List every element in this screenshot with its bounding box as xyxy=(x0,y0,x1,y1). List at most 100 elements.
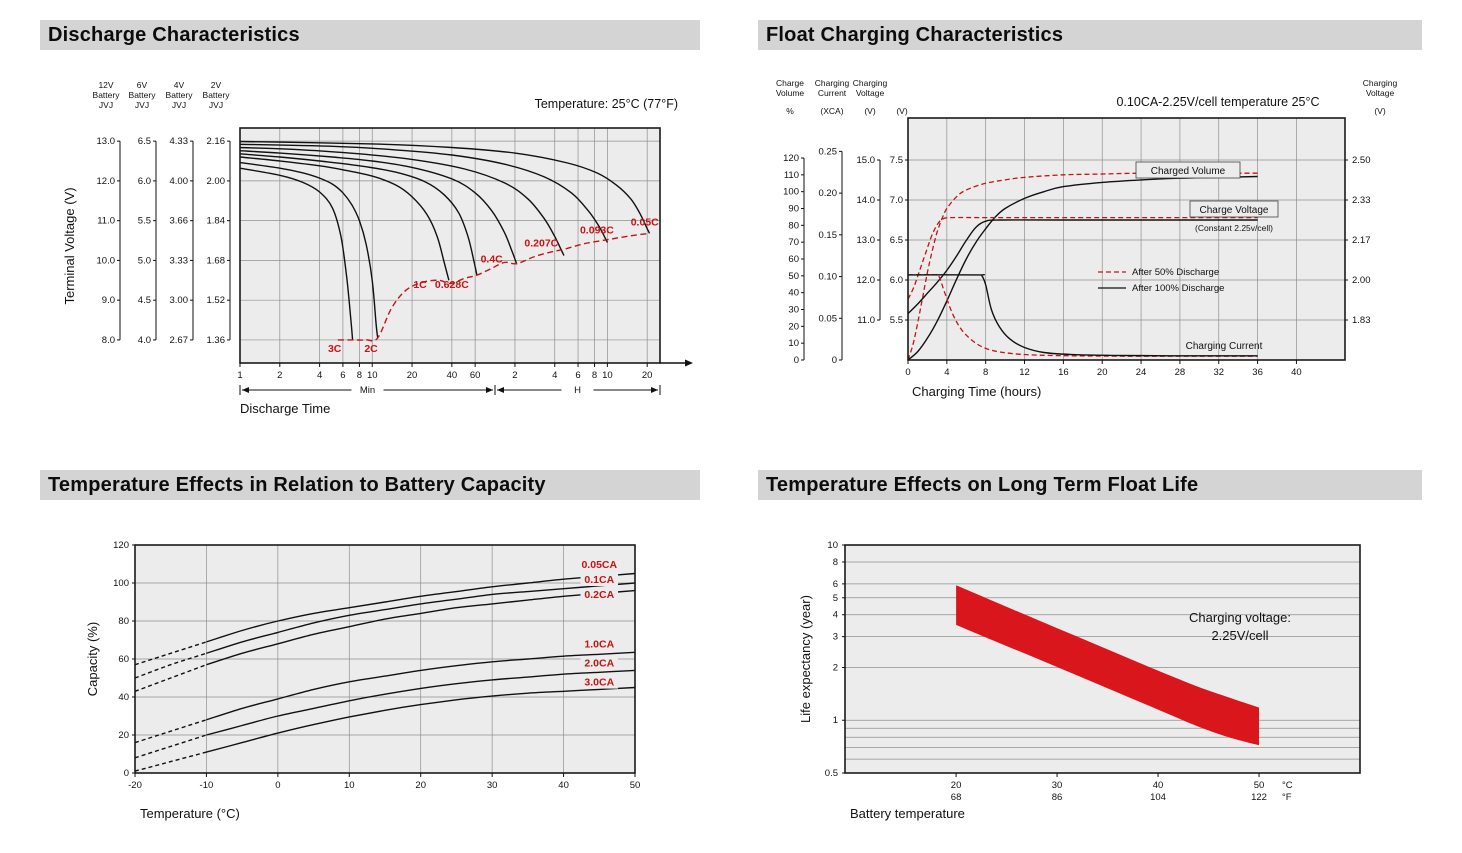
svg-text:0: 0 xyxy=(905,367,910,378)
charging-curves xyxy=(907,172,1258,361)
svg-text:2.17: 2.17 xyxy=(1352,235,1371,246)
discharge-curves xyxy=(239,140,651,340)
svg-text:Battery: Battery xyxy=(129,90,157,100)
grid xyxy=(845,561,1360,760)
svg-text:40: 40 xyxy=(447,370,458,381)
svg-text:7.5: 7.5 xyxy=(890,155,903,166)
curve-0.628C xyxy=(239,153,478,276)
svg-text:3.00: 3.00 xyxy=(170,295,189,306)
svg-text:120: 120 xyxy=(783,153,799,164)
curve-0.1CA-extrapolated xyxy=(134,652,207,679)
svg-text:10: 10 xyxy=(788,338,799,349)
svg-text:After 100% Discharge: After 100% Discharge xyxy=(1132,283,1224,294)
svg-text:10: 10 xyxy=(367,370,378,381)
x-ticks: 1 2 4 6 8 10 20 40 60 2 4 6 8 10 20 xyxy=(237,363,652,381)
curve-0.05CA-extrapolated xyxy=(134,641,207,666)
svg-text:5: 5 xyxy=(833,593,838,604)
svg-text:122: 122 xyxy=(1251,792,1267,803)
svg-text:0.093C: 0.093C xyxy=(580,224,614,236)
svg-text:6V: 6V xyxy=(137,80,148,90)
svg-text:2.16: 2.16 xyxy=(207,136,226,147)
curve-charge-voltage-after-100 xyxy=(907,219,1258,315)
temperature-note: Temperature: 25°C (77°F) xyxy=(535,97,678,111)
svg-text:3C: 3C xyxy=(328,343,342,355)
svg-text:60: 60 xyxy=(470,370,481,381)
svg-text:100: 100 xyxy=(113,578,129,589)
svg-text:-20: -20 xyxy=(128,780,142,791)
svg-text:8: 8 xyxy=(357,370,362,381)
curve-0.05C xyxy=(239,140,651,234)
charging-condition-note: 0.10CA-2.25V/cell temperature 25°C xyxy=(1116,95,1319,109)
curve-0.2CA-extrapolated xyxy=(134,664,207,692)
svg-text:Life expectancy (year): Life expectancy (year) xyxy=(798,595,813,723)
svg-text:4V: 4V xyxy=(174,80,185,90)
svg-text:Charge Voltage: Charge Voltage xyxy=(1200,205,1269,216)
svg-text:3.66: 3.66 xyxy=(170,216,189,227)
svg-text:Capacity (%): Capacity (%) xyxy=(85,622,100,696)
svg-text:Charging voltage:: Charging voltage: xyxy=(1189,610,1291,625)
svg-text:20: 20 xyxy=(407,370,418,381)
svg-text:2.67: 2.67 xyxy=(170,335,189,346)
svg-text:Charging Current: Charging Current xyxy=(1186,341,1263,352)
temp-capacity-plot: -20 -10 0 10 20 30 40 50 0 20 40 60 80 100 120 0.05CA 0.… xyxy=(85,540,640,821)
svg-text:10.0: 10.0 xyxy=(97,255,116,266)
svg-text:After 50% Discharge: After 50% Discharge xyxy=(1132,267,1219,278)
svg-text:JVJ: JVJ xyxy=(172,100,186,110)
svg-text:(XCA): (XCA) xyxy=(820,106,843,116)
svg-text:Current: Current xyxy=(818,88,847,98)
svg-text:36: 36 xyxy=(1252,367,1263,378)
svg-text:6.0: 6.0 xyxy=(890,275,903,286)
svg-text:1.84: 1.84 xyxy=(207,216,226,227)
discharge-plot: 1 2 4 6 8 10 20 40 60 2 4 6 8 10 20 13.0 12.0 11.0 10.0 9.0… xyxy=(62,80,693,416)
panel-float-charging: Float Charging Characteristics 0 10 20 30 40… xyxy=(758,20,1422,445)
svg-text:9.0: 9.0 xyxy=(102,295,115,306)
svg-text:4.5: 4.5 xyxy=(138,295,151,306)
svg-text:6.0: 6.0 xyxy=(138,176,151,187)
grid xyxy=(239,128,660,363)
svg-text:Charging: Charging xyxy=(815,78,850,88)
svg-text:15.0: 15.0 xyxy=(857,155,876,166)
left-scale-0: 0 10 20 30 40 50 60 70 80 90 100 110 120 ChargeVolume… xyxy=(776,78,805,366)
curve-charge-voltage-after-50 xyxy=(907,216,1258,300)
svg-text:0.20: 0.20 xyxy=(819,188,838,199)
svg-text:12: 12 xyxy=(1019,367,1030,378)
svg-text:10: 10 xyxy=(827,540,838,551)
curve-1.0CA xyxy=(206,651,636,721)
svg-text:Voltage: Voltage xyxy=(856,88,885,98)
svg-text:4: 4 xyxy=(944,367,949,378)
svg-text:120: 120 xyxy=(113,540,129,551)
curve-charged-volume-after-50 xyxy=(907,172,1258,361)
svg-text:Charging: Charging xyxy=(853,78,888,88)
inplot-labels: Charged Volume Charge Voltage (Constant 2.… xyxy=(1135,161,1279,352)
svg-text:(V): (V) xyxy=(896,106,908,116)
svg-text:1.52: 1.52 xyxy=(207,295,226,306)
svg-text:2C: 2C xyxy=(364,343,378,355)
svg-text:(V): (V) xyxy=(864,106,876,116)
svg-text:10: 10 xyxy=(602,370,613,381)
svg-text:6.5: 6.5 xyxy=(138,136,151,147)
svg-text:0.2CA: 0.2CA xyxy=(584,589,614,601)
svg-text:6: 6 xyxy=(833,579,838,590)
svg-text:1: 1 xyxy=(833,715,838,726)
svg-text:7.0: 7.0 xyxy=(890,195,903,206)
svg-text:40: 40 xyxy=(118,692,129,703)
svg-text:6.5: 6.5 xyxy=(890,235,903,246)
svg-text:2.33: 2.33 xyxy=(1352,195,1371,206)
svg-text:20: 20 xyxy=(118,730,129,741)
legend: After 50% Discharge After 100% Discharge xyxy=(1098,267,1224,294)
svg-text:1.68: 1.68 xyxy=(207,255,226,266)
svg-text:1C: 1C xyxy=(413,279,427,291)
svg-text:12.0: 12.0 xyxy=(857,275,876,286)
svg-text:50: 50 xyxy=(788,271,799,282)
curve-2C xyxy=(239,161,379,338)
curve-0.093C xyxy=(239,143,609,243)
panel-temperature-capacity: Temperature Effects in Relation to Batte… xyxy=(40,470,700,845)
svg-text:1.0CA: 1.0CA xyxy=(584,639,614,651)
grid xyxy=(907,118,1345,360)
cutoff-voltage-curve xyxy=(337,232,650,342)
svg-text:4.00: 4.00 xyxy=(170,176,189,187)
svg-text:12.0: 12.0 xyxy=(97,176,116,187)
svg-text:2: 2 xyxy=(277,370,282,381)
curve-2.0CA-extrapolated xyxy=(134,734,207,759)
